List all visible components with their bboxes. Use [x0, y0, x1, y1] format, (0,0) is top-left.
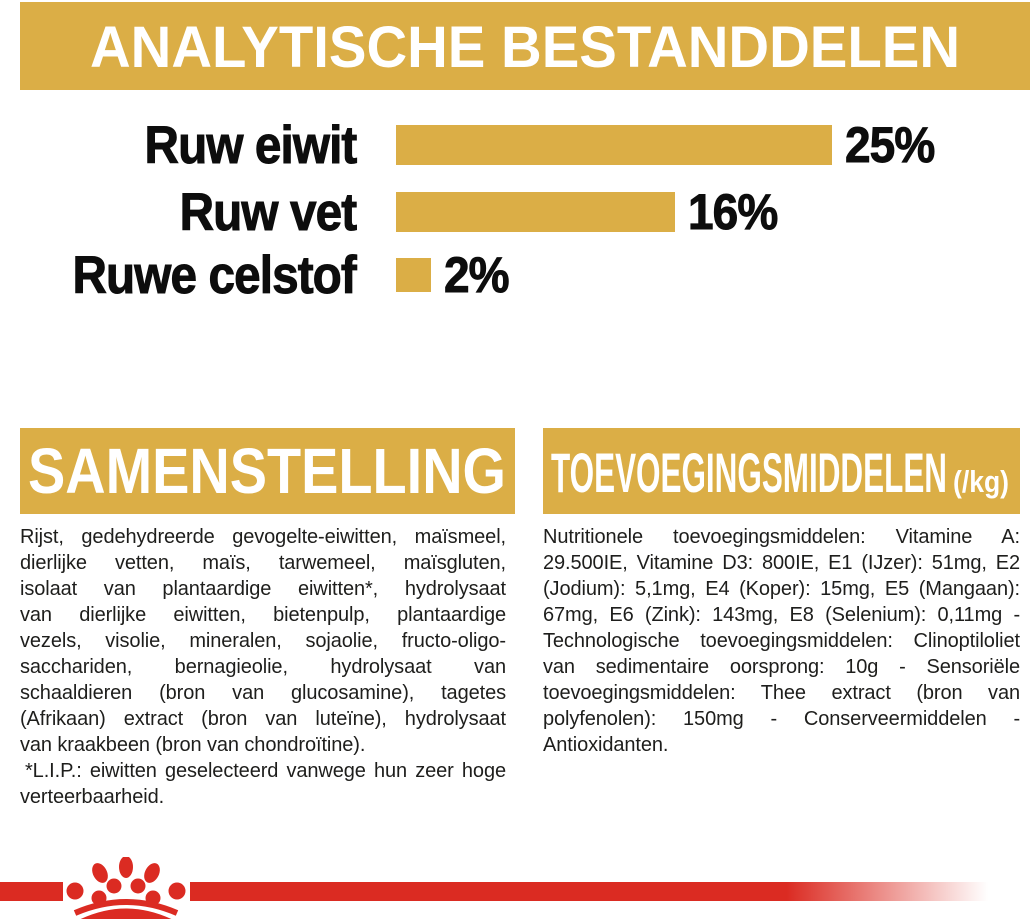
composition-line: isolaat van plantaardige eiwitten*, hydr… [20, 578, 506, 600]
bar-label-wrap: Ruw vet [0, 182, 357, 243]
bar-fiber [396, 258, 431, 292]
composition-title-svg: SAMENSTELLING [28, 435, 506, 507]
bar-fat [396, 192, 675, 232]
brand-red-bar-left [0, 882, 63, 901]
bar-value-label: 25% [845, 117, 936, 174]
composition-line: van kraakbeen (bron van chondroïtine). [20, 734, 366, 756]
bar-value-label: 16% [688, 184, 779, 241]
bar-protein [396, 125, 832, 165]
bar-category-label: Ruwe celstof [72, 245, 357, 305]
composition-lip-note: *L.I.P.: eiwitten geselecteerd vanwege h… [25, 760, 506, 782]
bar-track: 16% [396, 183, 785, 241]
additives-line: Technologische toevoegingsmiddelen: Clin… [543, 630, 1020, 652]
bar-row-fat: Ruw vet 16% [0, 182, 1030, 242]
additives-line: (Jodium): 5,1mg, E4 (Koper): 15mg, E5 (M… [543, 578, 1020, 600]
page-title: ANALYTISCHE BESTANDDELEN [90, 15, 960, 80]
composition-line: (Afrikaan) extract (bron van luteïne), h… [20, 708, 506, 730]
additives-title: TOEVOEGINGSMIDDELEN [551, 441, 947, 504]
bar-row-protein: Ruw eiwit 25% [0, 115, 1030, 175]
analytical-header-band: ANALYTISCHE BESTANDDELEN [20, 2, 1030, 90]
additives-line: polyfenolen): 150mg - Conserveermiddelen… [543, 708, 1020, 730]
brand-red-bar-right [190, 882, 1030, 901]
composition-line: van dierlijke eiwitten, bietenpulp, plan… [20, 604, 506, 626]
composition-title: SAMENSTELLING [28, 435, 506, 507]
composition-line: vezels, visolie, mineralen, sojaolie, fr… [20, 630, 506, 652]
bar-category-label: Ruw vet [179, 182, 357, 242]
bar-label-wrap: Ruw eiwit [0, 115, 358, 176]
composition-line: schaaldieren (bron van glucosamine), tag… [20, 682, 506, 704]
bar-track: 25% [396, 116, 942, 174]
bar-value-label: 2% [444, 247, 510, 304]
additives-line: van sedimentaire oorsprong: 10g - Sensor… [543, 656, 1020, 678]
additives-line: 29.500IE, Vitamine D3: 800IE, E1 (IJzer)… [543, 552, 1020, 574]
composition-lip-note: verteerbaarheid. [20, 786, 165, 808]
additives-title-svg: TOEVOEGINGSMIDDELEN (/kg) [551, 441, 1009, 504]
section-headers-row: SAMENSTELLING TOEVOEGINGSMIDDELEN (/kg) [20, 428, 1020, 514]
bar-label-wrap: Ruwe celstof [0, 245, 357, 306]
composition-line: dierlijke vetten, maïs, tarwemeel, maïsg… [20, 552, 506, 574]
additives-line: toevoegingsmiddelen: Thee extract (bron … [543, 682, 1020, 704]
additives-section-header: TOEVOEGINGSMIDDELEN (/kg) [543, 428, 1020, 514]
additives-line: Antioxidanten. [543, 734, 669, 756]
additives-line: Nutritionele toevoegingsmiddelen: Vitami… [543, 526, 1020, 548]
bar-track: 2% [396, 246, 514, 304]
additives-title-unit: (/kg) [953, 464, 1009, 499]
royal-canin-crown-logo [66, 857, 186, 919]
additives-line: 67mg, E6 (Zink): 143mg, E8 (Selenium): 0… [543, 604, 1020, 626]
composition-line: Rijst, gedehydreerde gevogelte-eiwitten,… [20, 526, 506, 548]
composition-section-header: SAMENSTELLING [20, 428, 515, 514]
bar-row-fiber: Ruwe celstof 2% [0, 245, 1030, 305]
header-title-svg: ANALYTISCHE BESTANDDELEN [90, 15, 960, 80]
composition-text: Rijst, gedehydreerde gevogelte-eiwitten,… [20, 524, 506, 810]
additives-text: Nutritionele toevoegingsmiddelen: Vitami… [543, 524, 1020, 758]
analytical-bar-chart: Ruw eiwit 25% Ruw vet 16% Ruwe celstof 2… [0, 115, 1030, 305]
composition-line: sacchariden, bernagieolie, hydrolysaat v… [20, 656, 506, 678]
bar-category-label: Ruw eiwit [144, 115, 358, 175]
